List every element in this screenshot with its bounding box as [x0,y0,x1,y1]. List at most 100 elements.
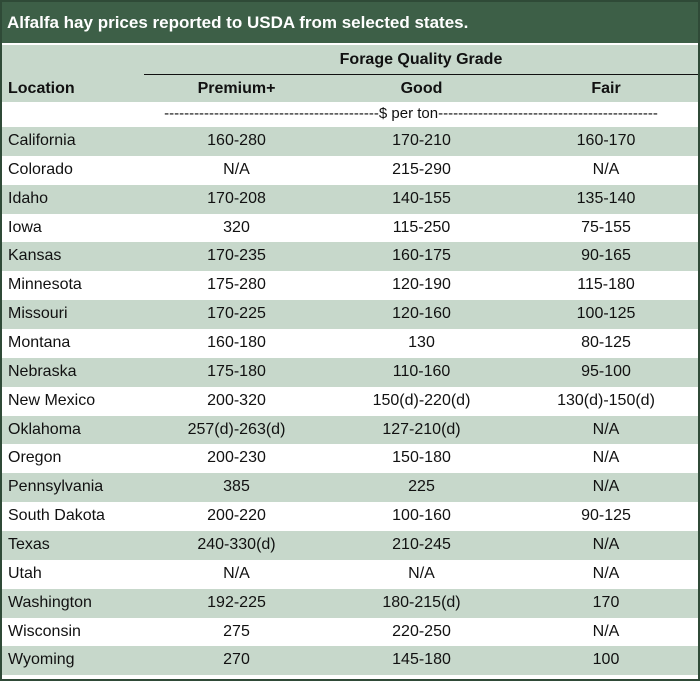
location-cell: Kansas [8,247,62,265]
fair-cell: 135-140 [576,189,636,207]
premium-cell: 275 [223,622,250,640]
table-row: Minnesota 175-280 120-190 115-180 [2,271,698,301]
good-cell: 210-245 [392,536,451,554]
units-label: ----------------------------------------… [164,105,658,122]
table-row: Idaho 170-208 140-155 135-140 [2,184,698,214]
table-row: California 160-280 170-210 160-170 [2,127,698,156]
fair-cell: 95-100 [581,362,631,380]
column-header-fair: Fair [591,80,621,97]
location-cell: South Dakota [8,507,105,525]
table-row: South Dakota 200-220 100-160 90-125 [2,502,698,532]
table-title: Alfalfa hay prices reported to USDA from… [2,2,698,43]
premium-cell: 160-180 [207,334,266,352]
column-header-premium: Premium+ [197,80,276,97]
table-row: Washington 192-225 180-215(d) 170 [2,588,698,618]
fair-cell: 90-125 [581,507,631,525]
premium-cell: 200-220 [207,507,266,525]
premium-cell: 170-235 [207,247,266,265]
table-row: Montana 160-180 130 80-125 [2,329,698,358]
fair-cell: 160-170 [576,132,636,149]
table-row: Pennsylvania 385 225 N/A [2,473,698,503]
fair-cell: 170 [592,593,620,611]
table-body: California 160-280 170-210 160-170 Colorado N… [2,127,698,676]
table-row: Missouri 170-225 120-160 100-125 [2,300,698,330]
location-cell: Oregon [8,449,62,467]
fair-cell: N/A [592,622,620,640]
good-cell: 225 [408,478,435,496]
premium-cell: 257(d)-263(d) [187,420,286,438]
location-header: Location [8,80,75,97]
premium-cell: 175-280 [207,276,266,294]
table-header: Forage Quality Grade Location Premium+ G… [2,43,698,102]
premium-cell: 270 [223,651,250,669]
table-row: New Mexico 200-320 150(d)-220(d) 130(d)-150… [2,386,698,416]
location-cell: Texas [8,536,50,554]
location-cell: California [8,132,76,149]
good-cell: 140-155 [392,189,451,207]
location-cell: Nebraska [8,362,77,380]
table-row: Wisconsin 275 220-250 N/A [2,617,698,647]
good-cell: 150-180 [392,449,451,467]
good-cell: 150(d)-220(d) [372,391,471,409]
good-cell: N/A [408,564,435,582]
table-row: Oklahoma 257(d)-263(d) 127-210(d) N/A [2,415,698,445]
fair-cell: 75-155 [581,218,631,236]
group-header: Forage Quality Grade [339,51,503,68]
table-row: Colorado N/A 215-290 N/A [2,155,698,185]
fair-cell: N/A [592,449,620,467]
premium-cell: 200-230 [207,449,266,467]
premium-cell: 170-225 [207,305,266,323]
location-cell: Montana [8,334,71,352]
premium-cell: 320 [223,218,250,236]
location-cell: Utah [8,564,42,582]
location-cell: Iowa [8,218,42,236]
fair-cell: N/A [592,420,620,438]
good-cell: 120-190 [392,276,451,294]
fair-cell: 115-180 [577,276,635,294]
good-cell: 145-180 [392,651,451,669]
location-cell: Wyoming [8,651,75,669]
table-row: Texas 240-330(d) 210-245 N/A [2,531,698,560]
column-header-good: Good [400,80,443,97]
good-cell: 170-210 [392,132,451,149]
table-row: Nebraska 175-180 110-160 95-100 [2,357,698,387]
fair-cell: 130(d)-150(d) [557,391,655,409]
location-cell: New Mexico [8,391,96,409]
fair-cell: 80-125 [581,334,631,352]
fair-cell: 100 [592,651,620,669]
table-row: Utah N/A N/A N/A [2,559,698,589]
location-cell: Wisconsin [8,622,81,640]
location-cell: Idaho [8,189,49,207]
fair-cell: N/A [592,564,620,582]
fair-cell: N/A [592,160,620,178]
table-row: Oregon 200-230 150-180 N/A [2,444,698,474]
fair-cell: 90-165 [581,247,631,265]
fair-cell: N/A [592,536,620,554]
location-cell: Pennsylvania [8,478,104,496]
good-cell: 127-210(d) [382,420,461,438]
good-cell: 220-250 [392,622,451,640]
fair-cell: 100-125 [576,305,636,323]
premium-cell: 240-330(d) [197,536,276,554]
good-cell: 180-215(d) [382,593,461,611]
units-row: ----------------------------------------… [2,102,698,127]
good-cell: 115-250 [392,218,451,236]
premium-cell: N/A [223,564,250,582]
location-cell: Oklahoma [8,420,81,438]
fair-cell: N/A [592,478,620,496]
good-cell: 215-290 [392,160,451,178]
premium-cell: 160-280 [207,132,266,149]
table-row: Iowa 320 115-250 75-155 [2,213,698,243]
good-cell: 100-160 [392,507,451,525]
good-cell: 160-175 [392,247,451,265]
good-cell: 120-160 [392,305,451,323]
location-cell: Minnesota [8,276,82,294]
table-row: Wyoming 270 145-180 100 [2,646,698,676]
table-row: Kansas 170-235 160-175 90-165 [2,242,698,272]
location-cell: Washington [8,593,92,611]
premium-cell: 200-320 [207,391,266,409]
header-rule [144,74,698,75]
premium-cell: 192-225 [207,593,266,611]
premium-cell: N/A [223,160,250,178]
